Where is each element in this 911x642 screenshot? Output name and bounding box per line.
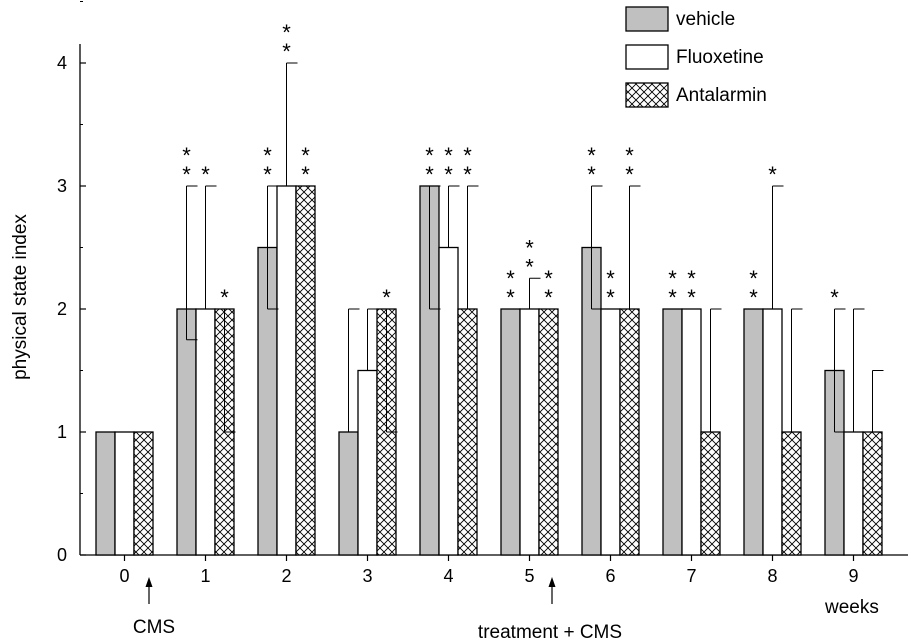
legend-swatch-antalarmin — [625, 82, 669, 108]
significance-markers: ******************* ****************** — [182, 20, 839, 310]
annotation-arrow-head — [145, 577, 153, 587]
significance-star: * — [263, 162, 272, 187]
x-tick-label: 1 — [200, 566, 210, 586]
legend: vehicle Fluoxetine Antalarmin — [625, 6, 767, 108]
bar-antalarmin — [862, 431, 883, 556]
significance-star: * — [749, 266, 758, 291]
y-axis-label: physical state index — [10, 214, 31, 380]
significance-star: * — [282, 39, 291, 64]
significance-star: * — [425, 143, 434, 168]
x-tick-label: 4 — [443, 566, 453, 586]
significance-star: * — [282, 20, 291, 45]
significance-star: * — [830, 285, 839, 310]
x-tick-label: 0 — [119, 566, 129, 586]
annotation-arrow-head — [548, 577, 556, 587]
error-bars — [186, 62, 884, 433]
significance-star: * — [201, 162, 210, 187]
significance-star: * — [606, 266, 615, 291]
bar-vehicle — [500, 308, 521, 556]
significance-star: * — [668, 285, 677, 310]
bar-fluoxetine — [843, 431, 864, 556]
significance-star: * — [425, 162, 434, 187]
legend-label: vehicle — [676, 9, 735, 30]
significance-star: * — [625, 143, 634, 168]
significance-star: * — [444, 143, 453, 168]
significance-star: * — [182, 162, 191, 187]
bar-fluoxetine — [195, 308, 216, 556]
bar-antalarmin — [457, 308, 478, 556]
bar-fluoxetine — [438, 246, 459, 556]
x-tick-label: 2 — [281, 566, 291, 586]
bar-antalarmin — [781, 431, 802, 556]
significance-star: * — [544, 285, 553, 310]
significance-star: * — [749, 285, 758, 310]
significance-star: * — [263, 143, 272, 168]
bar-fluoxetine — [681, 308, 702, 556]
x-tick-label: 5 — [524, 566, 534, 586]
bar-vehicle — [95, 431, 116, 556]
x-tick-label: 6 — [605, 566, 615, 586]
legend-label: Fluoxetine — [676, 47, 764, 68]
significance-star: * — [606, 285, 615, 310]
y-tick-label: 1 — [57, 422, 67, 442]
x-tick-label: 3 — [362, 566, 372, 586]
y-tick-label: 0 — [57, 545, 67, 565]
annotation-label: treatment + CMS — [478, 622, 622, 642]
bar-antalarmin — [619, 308, 640, 556]
y-tick-label: 2 — [57, 299, 67, 319]
annotation-label: CMS — [133, 617, 175, 638]
significance-star: * — [525, 254, 534, 279]
y-ticks: 0 1 2 3 4 — [57, 1, 86, 565]
bar-fluoxetine — [762, 308, 783, 556]
significance-star: * — [768, 162, 777, 187]
significance-star: * — [220, 285, 229, 310]
bar-fluoxetine — [600, 308, 621, 556]
bar-antalarmin — [700, 431, 721, 556]
bar-fluoxetine — [276, 185, 297, 556]
bar-fluoxetine — [114, 431, 135, 556]
significance-star: * — [301, 162, 310, 187]
bar-vehicle — [338, 431, 359, 556]
significance-star: * — [687, 266, 696, 291]
bars — [95, 185, 883, 556]
significance-star: * — [525, 235, 534, 260]
legend-swatch-fluoxetine — [625, 44, 669, 70]
bar-fluoxetine — [519, 308, 540, 556]
x-tick-label: 7 — [686, 566, 696, 586]
bar-vehicle — [176, 308, 197, 556]
bar-vehicle — [662, 308, 683, 556]
significance-star: * — [668, 266, 677, 291]
significance-star: * — [544, 266, 553, 291]
significance-star: * — [625, 162, 634, 187]
annotations: CMS treatment + CMS — [133, 577, 622, 642]
legend-swatch-vehicle — [625, 6, 669, 32]
significance-star: * — [444, 162, 453, 187]
x-tick-label: 8 — [767, 566, 777, 586]
x-ticks: 0 1 2 3 4 5 6 7 8 9 — [119, 555, 859, 586]
bar-antalarmin — [295, 185, 316, 556]
bar-antalarmin — [538, 308, 559, 556]
bar-vehicle — [743, 308, 764, 556]
y-tick-label: 4 — [57, 53, 67, 73]
significance-star: * — [463, 143, 472, 168]
x-axis-unit-label: weeks — [824, 597, 879, 618]
significance-star: * — [587, 162, 596, 187]
legend-label: Antalarmin — [676, 85, 767, 106]
significance-star: * — [182, 143, 191, 168]
significance-star: * — [301, 143, 310, 168]
y-tick-label: 3 — [57, 176, 67, 196]
significance-star: * — [506, 285, 515, 310]
significance-star: * — [382, 285, 391, 310]
bar-antalarmin — [133, 431, 154, 556]
x-tick-label: 9 — [848, 566, 858, 586]
significance-star: * — [687, 285, 696, 310]
significance-star: * — [506, 266, 515, 291]
significance-star: * — [463, 162, 472, 187]
significance-star: * — [587, 143, 596, 168]
bar-fluoxetine — [357, 369, 378, 556]
